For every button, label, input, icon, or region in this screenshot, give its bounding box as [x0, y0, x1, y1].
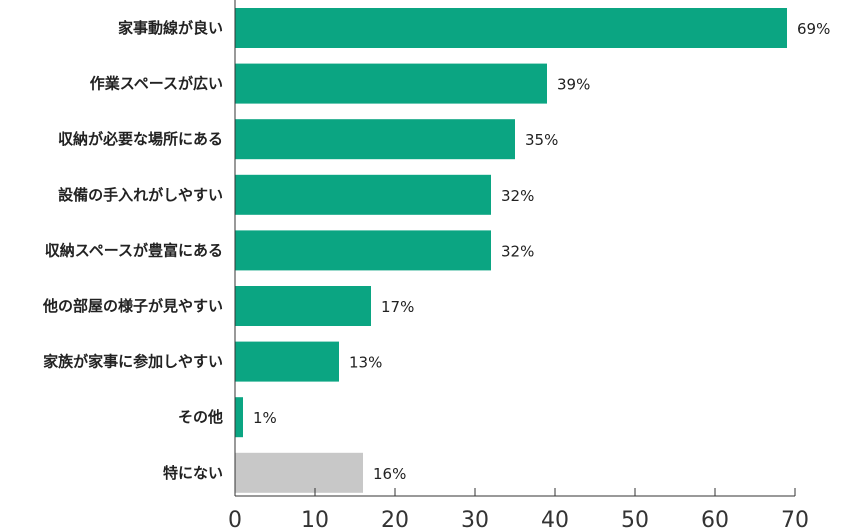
category-label: 収納スペースが豊富にある: [45, 241, 223, 259]
x-tick-label: 40: [541, 508, 569, 530]
data-label: 69%: [797, 20, 830, 38]
category-label: 作業スペースが広い: [90, 75, 223, 93]
bar: [235, 63, 547, 104]
data-label: 39%: [557, 76, 590, 94]
data-label: 17%: [381, 298, 414, 316]
category-label: 特にない: [163, 464, 223, 482]
data-label: 32%: [501, 187, 534, 205]
bar: [235, 397, 243, 438]
category-label: 収納が必要な場所にある: [58, 130, 223, 148]
category-label: 設備の手入れがしやすい: [58, 186, 223, 204]
category-label: その他: [178, 408, 223, 426]
x-tick-label: 10: [301, 508, 329, 530]
data-label: 13%: [349, 354, 382, 372]
bar: [235, 174, 491, 215]
bar: [235, 286, 371, 326]
data-label: 1%: [253, 409, 277, 427]
x-tick-label: 20: [381, 508, 409, 530]
x-tick-label: 50: [621, 508, 649, 530]
bar: [235, 119, 515, 160]
data-label: 35%: [525, 131, 558, 149]
data-label: 16%: [373, 465, 406, 483]
bar: [235, 341, 339, 382]
x-tick-label: 60: [701, 508, 729, 530]
x-tick-label: 0: [228, 508, 242, 530]
x-tick-label: 70: [781, 508, 809, 530]
bar: [235, 230, 491, 271]
category-label: 家族が家事に参加しやすい: [43, 353, 223, 371]
bar: [235, 452, 363, 493]
category-label: 他の部屋の様子が見やすい: [42, 297, 223, 315]
category-label: 家事動線が良い: [118, 19, 223, 37]
bar: [235, 8, 787, 48]
data-label: 32%: [501, 242, 534, 260]
x-tick-label: 30: [461, 508, 489, 530]
